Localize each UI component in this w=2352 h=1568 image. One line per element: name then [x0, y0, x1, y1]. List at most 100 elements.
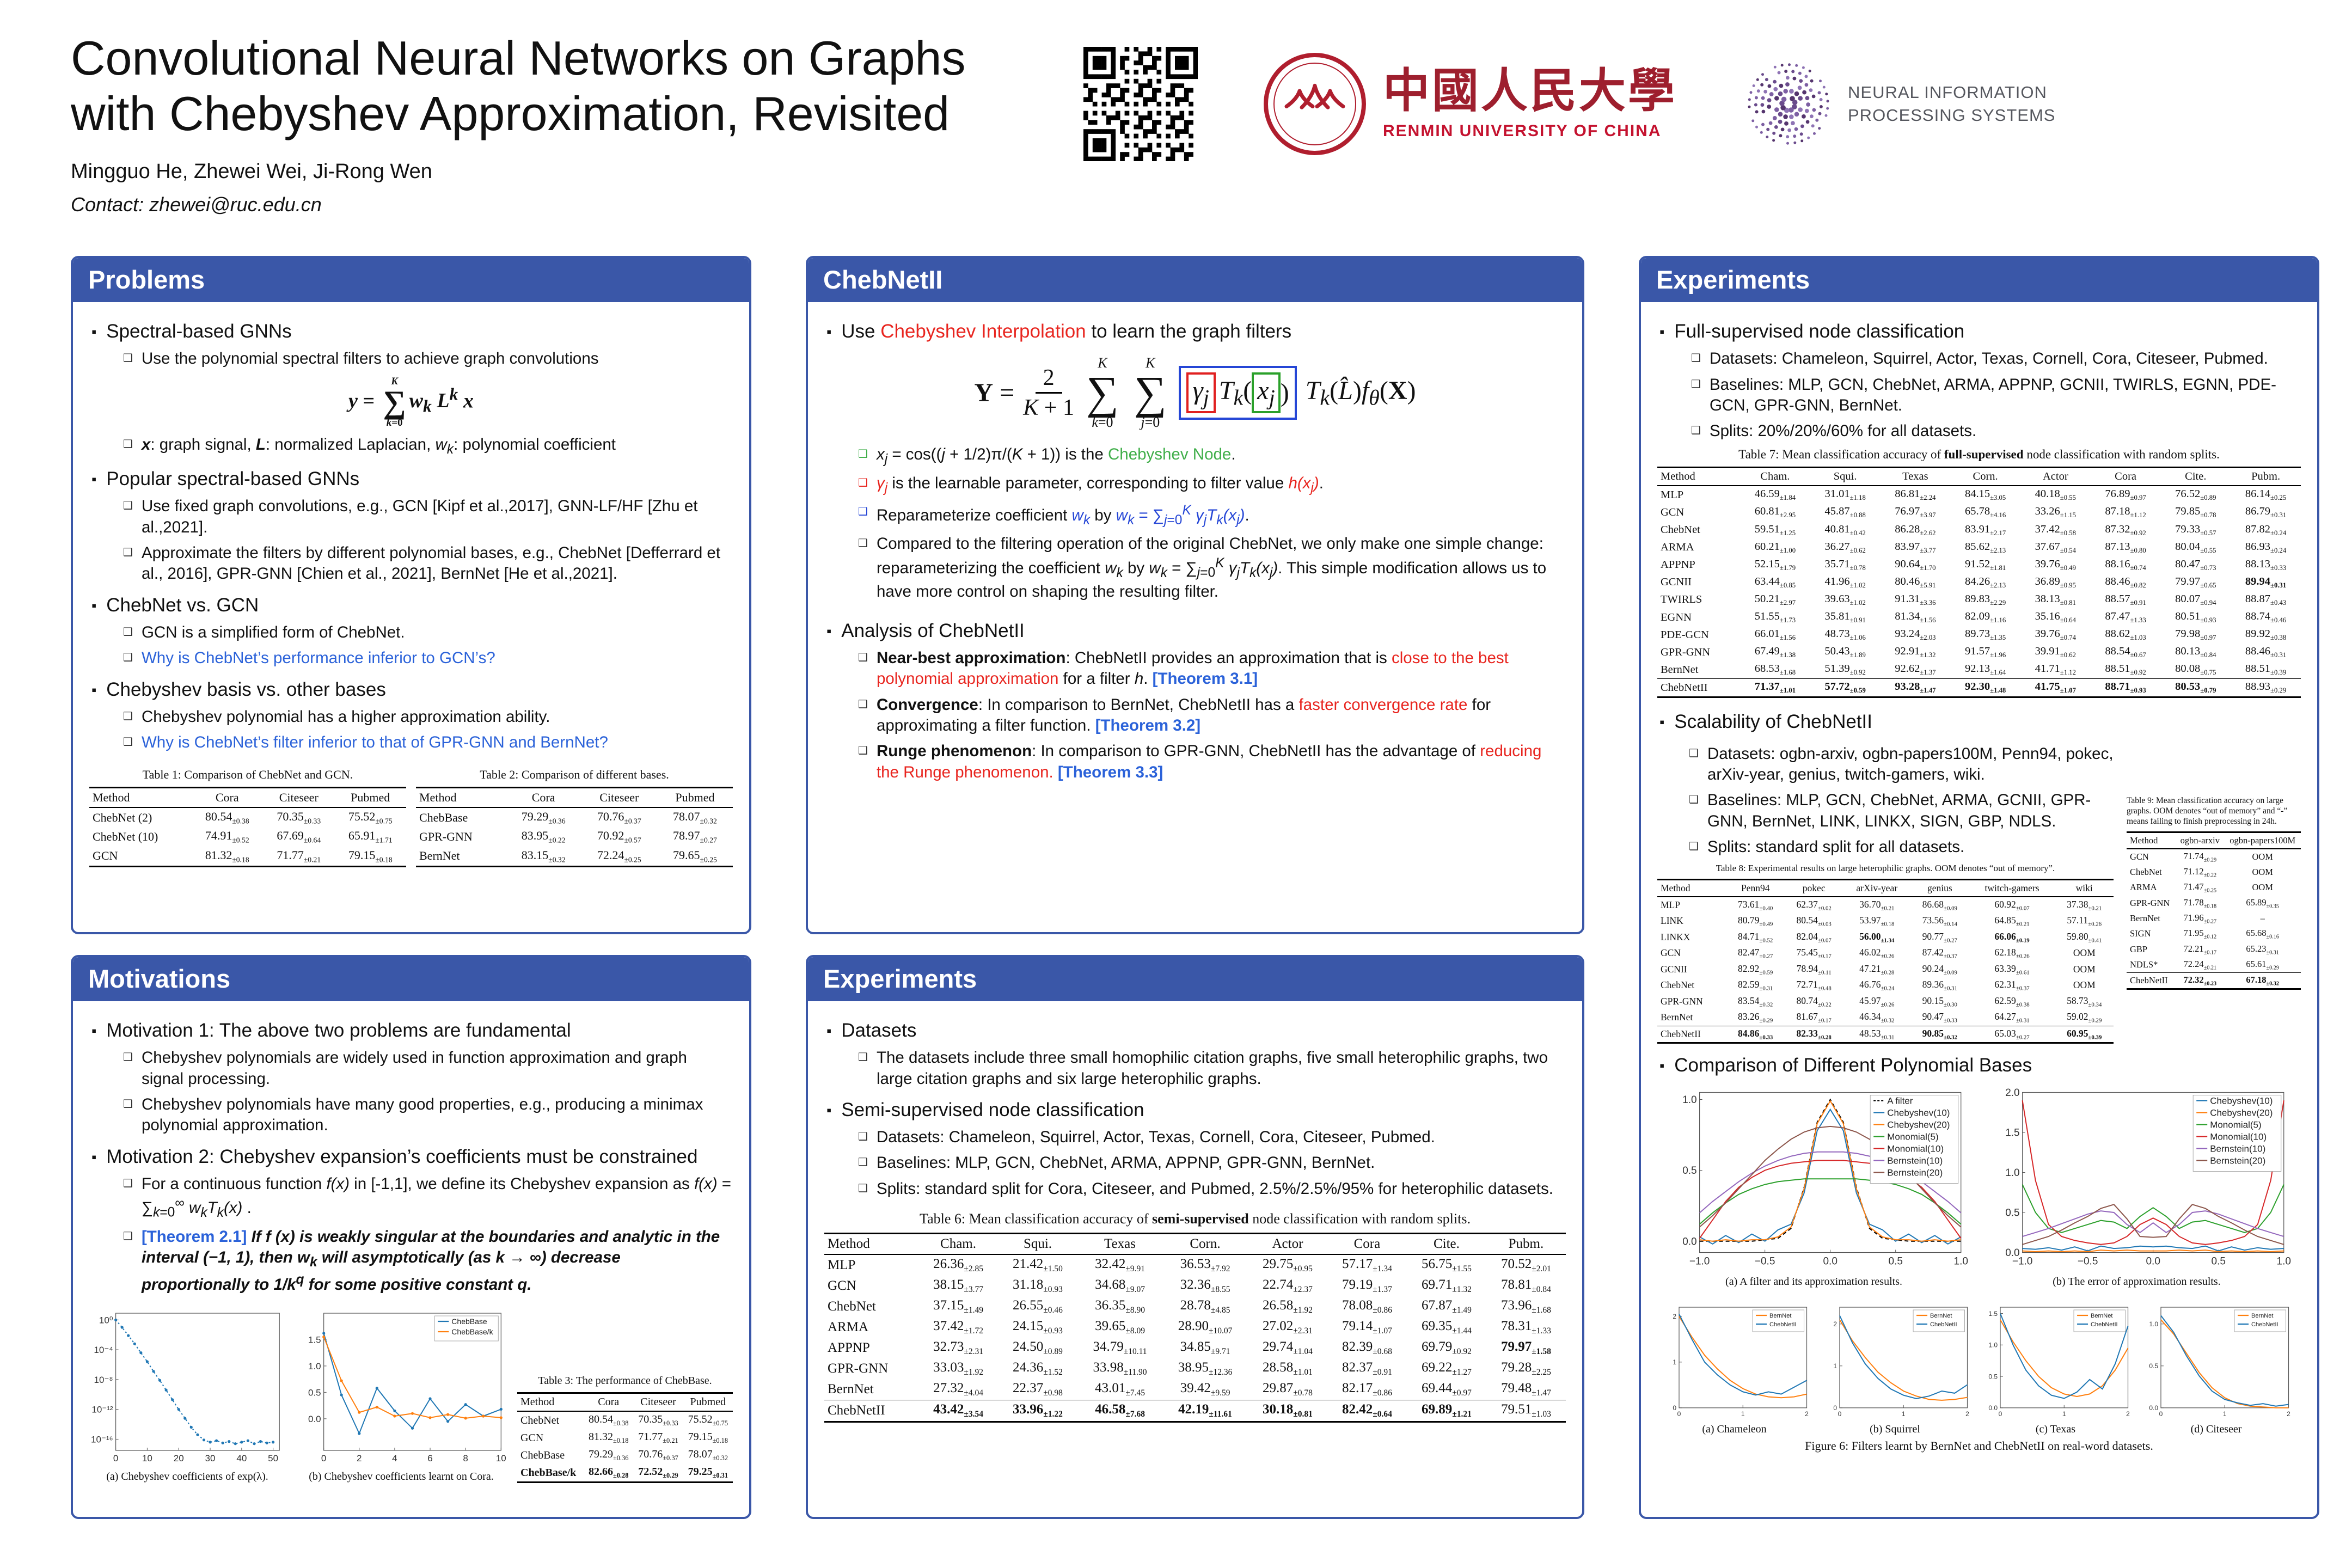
- svg-text:2: 2: [357, 1453, 362, 1463]
- svg-text:0.5: 0.5: [1988, 1373, 1998, 1381]
- table-row: ChebNet 82.59±0.31 72.71±0.48 46.76±0.24 89.…: [1661, 979, 2096, 992]
- title-block: Convolutional Neural Networks on Graphs w…: [71, 30, 1051, 216]
- svg-text:0.0: 0.0: [2146, 1256, 2160, 1267]
- table-row: GPR-GNN 71.78±0.18 65.89±0.35: [2130, 897, 2280, 909]
- data-table: Method ogbn-arxiv ogbn-papers100M GCN 71.74±…: [2127, 831, 2301, 990]
- bullet-poly-filters: ❑ Use the polynomial spectral filters to …: [123, 350, 599, 368]
- section-problems-title: Problems: [73, 258, 749, 302]
- svg-text:A filter: A filter: [1887, 1096, 1913, 1106]
- table-3: Table 3: The performance of ChebBase. Met…: [517, 1372, 733, 1484]
- svg-text:ChebNetII: ChebNetII: [1769, 1321, 1797, 1328]
- table-row: ChebNet (2) 80.54±0.38 70.35±0.33 75.52±0.7…: [93, 809, 393, 825]
- table-row: ChebNet 71.12±0.22 OOM: [2130, 866, 2273, 879]
- table-row: ChebNetII 71.37±1.01 57.72±0.59 93.28±1.47 9…: [1657, 678, 2301, 697]
- figure-6-caption: Figure 6: Filters learnt by BernNet and …: [1805, 1439, 2153, 1453]
- section-chebnetii-title: ChebNetII: [808, 258, 1582, 302]
- svg-text:0: 0: [2159, 1410, 2163, 1418]
- sub-bullet-icon: ❑: [123, 710, 133, 722]
- section-experiments-semi: Experiments ▪ Datasets ❑ The datasets incl…: [806, 955, 1584, 1519]
- plot-filter-error: 0.0 0.5 1.0 1.5 2.0 −1.0 −0.5 0.0 0.5 1.0 Chebyshe…: [1980, 1083, 2293, 1274]
- svg-text:0: 0: [113, 1453, 118, 1463]
- table-row: LINK 80.79±0.49 80.54±0.03 53.97±0.18 73.56±…: [1661, 915, 2102, 928]
- table-row: ChebNetII 72.32±0.23 67.18±0.32: [2127, 972, 2301, 989]
- svg-text:Bernstein(10): Bernstein(10): [1887, 1156, 1943, 1166]
- svg-text:Chebyshev(10): Chebyshev(10): [2210, 1096, 2273, 1106]
- svg-text:Chebyshev(20): Chebyshev(20): [2210, 1108, 2273, 1118]
- table-row: GPR-GNN 67.49±1.38 50.43±1.89 92.91±1.32 91.…: [1661, 645, 2287, 659]
- sub-bullet-icon: ❑: [1691, 352, 1701, 365]
- sub-bullet-icon: ❑: [858, 652, 868, 664]
- svg-text:1.0: 1.0: [1682, 1094, 1696, 1106]
- sub-bullet-icon: ❑: [123, 546, 133, 559]
- square-bullet-icon: ▪: [91, 1148, 97, 1165]
- section-problems: Problems ▪ Spectral-based GNNs ❑ Use the p…: [71, 256, 751, 934]
- svg-text:0.5: 0.5: [2212, 1256, 2226, 1267]
- svg-text:Monomial(10): Monomial(10): [2210, 1132, 2267, 1142]
- svg-text:0.5: 0.5: [1682, 1166, 1696, 1177]
- svg-text:ChebBase: ChebBase: [451, 1317, 487, 1326]
- sub-bullet-icon: ❑: [123, 652, 133, 664]
- sub-bullet-icon: ❑: [123, 438, 133, 451]
- data-table: Method Cora Citeseer Pubmed ChebBase 79.29±0.…: [416, 786, 733, 868]
- logo-row: 中國人民大學 RENMIN UNIVERSITY OF CHINA NEURAL…: [1083, 47, 2055, 161]
- svg-text:1.5: 1.5: [1988, 1310, 1998, 1318]
- contact-email: Contact: zhewei@ruc.edu.cn: [71, 193, 322, 216]
- svg-text:−1.0: −1.0: [2012, 1256, 2033, 1267]
- table-caption: Table 2: Comparison of different bases.: [480, 768, 669, 782]
- table-row: NDLS* 72.24±0.21 65.61±0.29: [2130, 958, 2280, 971]
- table-row: ChebNet 80.54±0.38 70.35±0.33 75.52±0.75: [520, 1413, 728, 1428]
- bullet-reparameterize: ❑ Reparameterize coefficient wk by wk = ∑…: [858, 503, 1250, 528]
- table-row: GCN 81.32±0.18 71.77±0.21 79.15±0.18: [520, 1431, 728, 1445]
- table-row: BernNet 83.15±0.32 72.24±0.25 79.65±0.25: [419, 848, 717, 864]
- svg-text:BernNet: BernNet: [1930, 1313, 1952, 1319]
- bullet-datasets: ▪ Datasets: [826, 1019, 1566, 1043]
- sub-bullet-icon: ❑: [858, 1182, 868, 1195]
- svg-text:ChebBase/k: ChebBase/k: [451, 1327, 493, 1336]
- sub-bullet-icon: ❑: [1691, 425, 1701, 437]
- svg-text:1: 1: [2062, 1410, 2066, 1418]
- neurips-logo: NEURAL INFORMATION PROCESSING SYSTEMS: [1742, 58, 2055, 150]
- svg-text:10⁰: 10⁰: [99, 1315, 113, 1325]
- column-1: Problems ▪ Spectral-based GNNs ❑ Use the p…: [71, 256, 751, 1519]
- blue-square-bullet-icon: ❑: [858, 505, 868, 518]
- svg-text:Bernstein(10): Bernstein(10): [2210, 1144, 2265, 1154]
- svg-text:0: 0: [1999, 1410, 2002, 1418]
- square-bullet-icon: ▪: [91, 681, 97, 698]
- svg-text:1: 1: [1833, 1362, 1837, 1370]
- spectral-filter-formula: y = K ∑ k=0 wk Lk x: [348, 375, 474, 429]
- sub-bullet-icon: ❑: [123, 1230, 133, 1242]
- sub-bullet-icon: ❑: [858, 1051, 868, 1064]
- svg-text:6: 6: [427, 1453, 432, 1463]
- bullet-scalability: ▪ Scalability of ChebNetII: [1659, 710, 2301, 734]
- sub-bullet-icon: ❑: [123, 1051, 133, 1064]
- bullet-motivation-1: ▪ Motivation 1: The above two problems ar…: [91, 1019, 733, 1043]
- figure-caption-a: (a) Chebyshev coefficients of exp(λ).: [106, 1471, 268, 1483]
- svg-text:10⁻¹⁶: 10⁻¹⁶: [91, 1435, 113, 1445]
- sub-bullet-icon: ❑: [123, 352, 133, 365]
- svg-text:1.0: 1.0: [1954, 1256, 1968, 1267]
- section-motivations: Motivations ▪ Motivation 1: The above two…: [71, 955, 751, 1519]
- table-row: LINKX 84.71±0.52 82.04±0.07 56.00±1.34 90.77…: [1661, 930, 2102, 944]
- svg-text:30: 30: [205, 1453, 216, 1463]
- table-row: EGNN 51.55±1.73 35.81±0.91 81.34±1.56 82.09±…: [1661, 610, 2287, 624]
- table-row: PDE-GCN 66.01±1.56 48.73±1.06 93.24±2.03 89.…: [1661, 628, 2287, 642]
- table-row: ARMA 71.47±0.25 OOM: [2130, 881, 2273, 894]
- table-row: APPNP 52.15±1.79 35.71±0.78 90.64±1.70 91.52…: [1661, 558, 2287, 572]
- plot-citeseer: 0.0 0.5 1.0 0 1 2 BernNet ChebNetII: [2139, 1301, 2293, 1422]
- svg-text:1: 1: [1741, 1410, 1745, 1418]
- table-row: GCNII 82.92±0.59 78.94±0.11 47.21±0.28 90.24…: [1661, 963, 2096, 976]
- bullet-runge: ❑ Runge phenomenon: In comparison to GPR-…: [858, 742, 1542, 781]
- section-experiments-full-title: Experiments: [1641, 258, 2317, 302]
- table-caption: Table 1: Comparison of ChebNet and GCN.: [142, 768, 353, 782]
- svg-text:0.0: 0.0: [1823, 1256, 1837, 1267]
- svg-text:Monomial(5): Monomial(5): [1887, 1132, 1938, 1142]
- table-row: MLP 73.61±0.40 62.37±0.02 36.70±0.21 86.68±0…: [1661, 898, 2102, 912]
- svg-text:10⁻¹²: 10⁻¹²: [91, 1405, 113, 1415]
- table-row: ChebBase/k 82.66±0.28 72.52±0.29 79.25±0.31: [520, 1466, 728, 1480]
- figure-cheb-coeffs-cora: 0.0 0.5 1.0 1.5 0 2 4 6 8 10 ChebBase ChebBase/k (b…: [295, 1305, 507, 1483]
- qr-code-icon: [1083, 47, 1198, 161]
- sub-bullet-icon: ❑: [858, 745, 868, 757]
- svg-text:−0.5: −0.5: [2078, 1256, 2098, 1267]
- table-row: ChebNet (10) 74.91±0.52 67.69±0.64 65.91±1.…: [93, 829, 393, 844]
- table-row: ChebNet 59.51±1.25 40.81±0.42 86.28±2.62 83.…: [1661, 523, 2287, 537]
